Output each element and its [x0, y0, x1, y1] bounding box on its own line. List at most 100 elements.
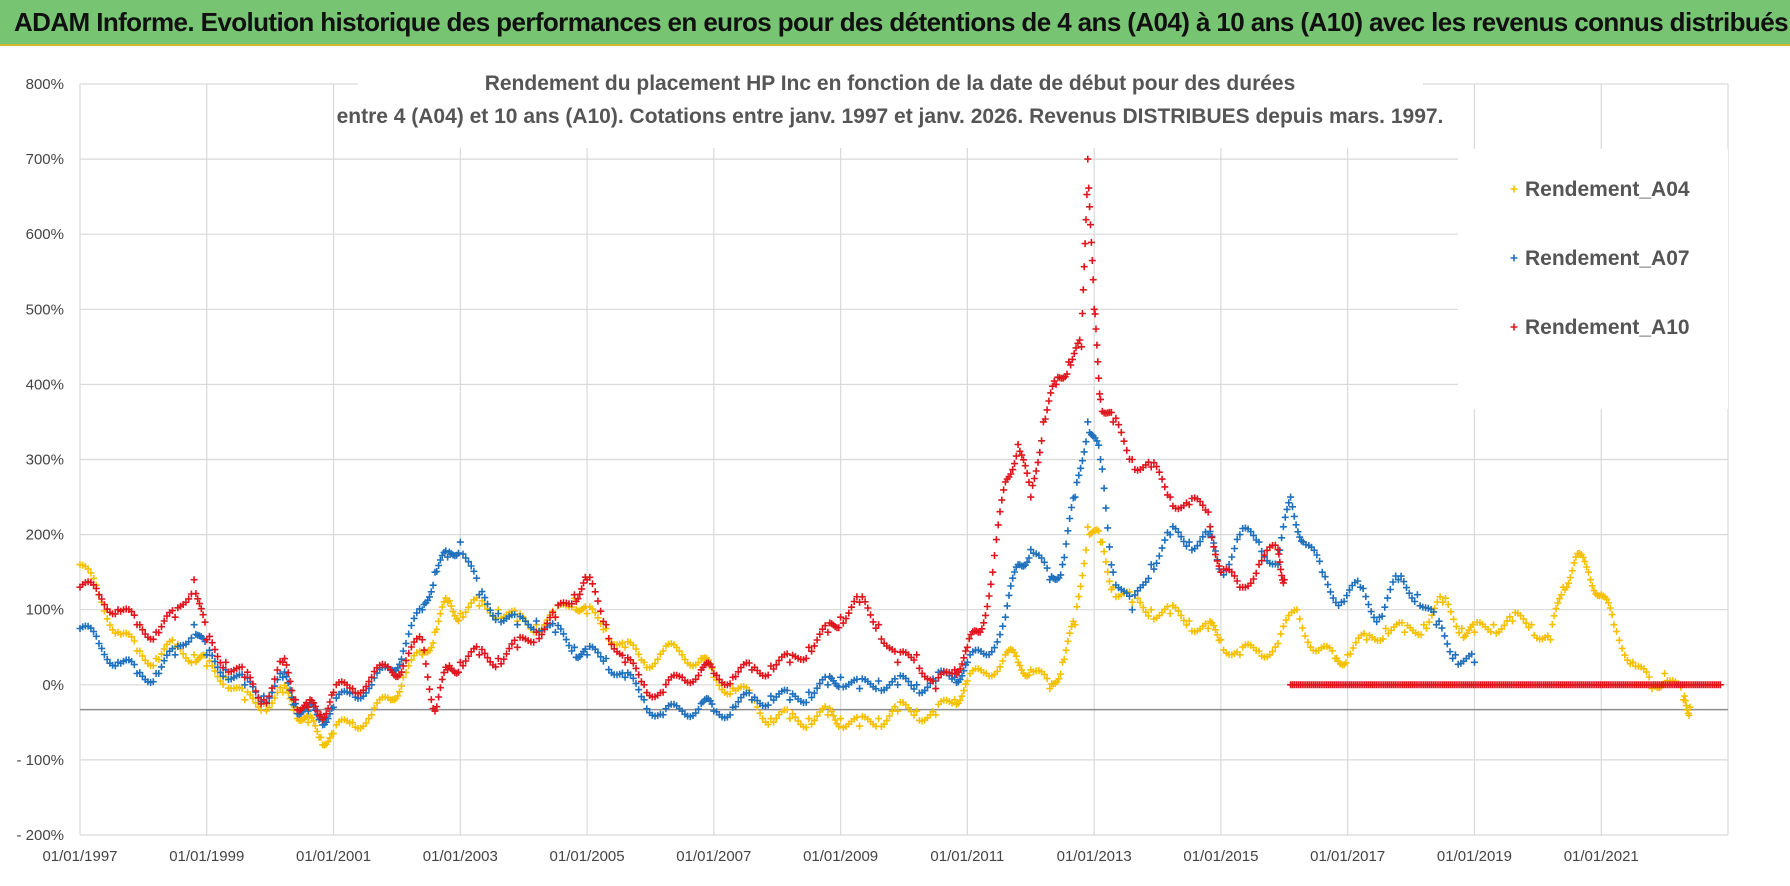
data-point [1204, 625, 1212, 632]
data-point [190, 651, 198, 659]
data-point [654, 655, 662, 663]
data-point [128, 608, 136, 616]
data-point [532, 617, 540, 625]
data-point [993, 667, 1001, 675]
data-point [1645, 673, 1653, 681]
data-point [1438, 624, 1446, 632]
data-point [1100, 548, 1108, 556]
data-point [326, 734, 334, 742]
data-point [597, 653, 605, 661]
data-point [1164, 603, 1171, 611]
data-point [745, 659, 753, 667]
data-point [1085, 184, 1093, 192]
data-point [1001, 613, 1009, 621]
data-point [1068, 355, 1076, 363]
data-point [171, 651, 179, 659]
data-point [370, 704, 378, 712]
header-banner: ADAM Informe. Evolution historique des p… [0, 0, 1790, 46]
data-point [1174, 607, 1182, 615]
data-point [1487, 628, 1495, 636]
data-point [891, 703, 899, 711]
data-point [1025, 478, 1033, 486]
data-point [786, 696, 794, 704]
data-point [1112, 414, 1120, 422]
data-point [1155, 468, 1163, 476]
data-point [241, 696, 249, 704]
data-point [1605, 599, 1612, 607]
data-point [1556, 595, 1564, 603]
data-point [252, 699, 260, 707]
data-point [983, 603, 991, 610]
data-point [586, 573, 594, 581]
data-point [1080, 560, 1088, 567]
data-point [1109, 418, 1117, 426]
data-point [459, 613, 467, 621]
data-point [1554, 599, 1562, 607]
data-point [1102, 504, 1110, 512]
data-point [136, 669, 144, 677]
data-point [402, 657, 410, 665]
data-point [155, 656, 163, 663]
data-point [394, 692, 402, 700]
data-point [362, 719, 370, 727]
data-point [402, 639, 410, 647]
data-point [478, 646, 486, 653]
data-point [304, 718, 312, 726]
data-point [155, 629, 163, 637]
data-point [1550, 612, 1558, 620]
data-point [772, 714, 780, 722]
data-point [1400, 578, 1408, 586]
data-point [581, 645, 589, 653]
data-point [651, 660, 659, 667]
data-point [1643, 668, 1650, 676]
data-point [179, 650, 187, 658]
data-point [505, 645, 513, 653]
data-point [764, 720, 772, 728]
data-point [111, 610, 119, 618]
data-point [1177, 533, 1185, 541]
data-point [640, 681, 648, 689]
data-point [1405, 589, 1413, 597]
data-point [513, 643, 521, 651]
data-point [398, 682, 405, 690]
data-point [139, 652, 146, 660]
data-point [570, 643, 578, 651]
data-point [158, 650, 165, 658]
data-point [956, 697, 964, 704]
data-point [1128, 456, 1136, 463]
data-point [805, 715, 813, 723]
data-point [1106, 543, 1113, 551]
data-point [875, 677, 883, 685]
data-point [1098, 465, 1106, 473]
data-point [621, 643, 629, 651]
data-point [594, 597, 602, 605]
data-point [330, 703, 337, 711]
y-tick-label: 600% [26, 226, 64, 243]
data-point [302, 699, 310, 707]
data-point [894, 681, 902, 689]
data-point [168, 645, 176, 653]
x-tick-label: 01/01/2015 [1183, 848, 1258, 865]
data-point [246, 691, 254, 699]
data-point [470, 567, 478, 575]
data-point [1318, 568, 1326, 576]
data-point [1413, 591, 1421, 599]
data-point [435, 693, 443, 701]
data-point [580, 579, 587, 587]
data-point [158, 623, 165, 631]
x-tick-label: 01/01/2001 [296, 848, 371, 865]
data-point [869, 618, 877, 626]
data-point [1068, 623, 1075, 630]
data-point [100, 601, 108, 609]
data-point [436, 610, 444, 618]
data-point [194, 595, 202, 603]
data-point [764, 671, 772, 679]
data-point [1446, 648, 1454, 656]
y-tick-label: 200% [26, 527, 64, 544]
data-point [1274, 546, 1282, 554]
data-point [130, 637, 138, 645]
data-point [910, 656, 918, 664]
data-point [1057, 670, 1065, 678]
data-point [1255, 561, 1263, 569]
data-point [535, 635, 543, 643]
